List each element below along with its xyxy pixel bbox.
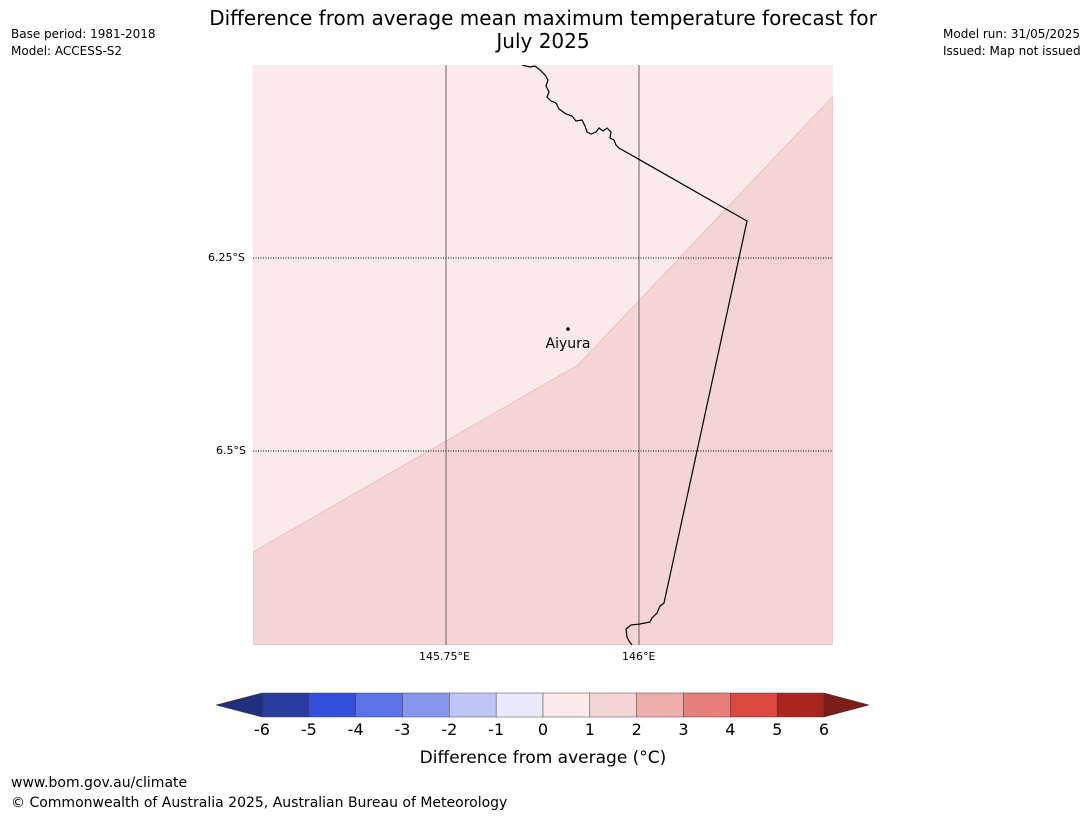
colorbar-bin [402,692,450,718]
website-link[interactable]: www.bom.gov.au/climate [11,775,188,791]
colorbar-tick-label: 6 [818,720,830,739]
map-title-line2: July 2025 [496,29,590,53]
colorbar-bin [449,692,497,718]
longitude-label: 146°E [622,650,656,663]
colorbar-bin [636,692,684,718]
colorbar-bin [355,692,403,718]
colorbar-tick-label: -5 [300,720,317,739]
base-period-text: Base period: 1981-2018 [11,27,156,41]
colorbar-bin [589,692,637,718]
coastline-border [521,65,748,645]
colorbar-under-arrow [215,692,263,718]
colorbar-tick-label: -2 [441,720,458,739]
issued-text: Issued: Map not issued [943,44,1081,58]
colorbar-bin [542,692,591,718]
colorbar-bin [730,692,778,718]
colorbar-bins [261,692,825,718]
aiyura-marker-icon [566,327,570,331]
colorbar-label: Difference from average (°C) [419,748,667,768]
colorbar-tick-label: 4 [725,720,736,739]
colorbar-tick-label: 3 [678,720,689,739]
colorbar-tick-label: 1 [584,720,595,739]
colorbar-tick-label: 2 [631,720,642,739]
place-label-aiyura: Aiyura [545,336,591,352]
colorbar-bin [495,692,544,718]
colorbar-tick-label: -3 [394,720,411,739]
colorbar-tick-label: -6 [254,720,270,739]
colorbar-bin [776,692,825,718]
latitude-label: 6.5°S [216,444,246,457]
colorbar-over-arrow [823,692,870,718]
anomaly-region-1-to-2 [253,95,833,645]
colorbar-bin [261,692,310,718]
copyright-text: © Commonwealth of Australia 2025, Austra… [11,795,508,811]
model-run-text: Model run: 31/05/2025 [943,27,1081,41]
map-title-line1: Difference from average mean maximum tem… [209,6,877,30]
colorbar-bin [683,692,731,718]
colorbar-tick-label: -4 [347,720,364,739]
map-title: Difference from average mean maximum tem… [160,7,926,53]
longitude-label: 145.75°E [419,650,470,663]
colorbar-tick-label: 0 [537,720,549,739]
colorbar-bin [308,692,356,718]
model-name-text: Model: ACCESS-S2 [11,44,123,58]
colorbar-tick-label: 5 [772,720,783,739]
latitude-label: 6.25°S [208,251,245,264]
colorbar-tick-label: -1 [488,720,505,739]
